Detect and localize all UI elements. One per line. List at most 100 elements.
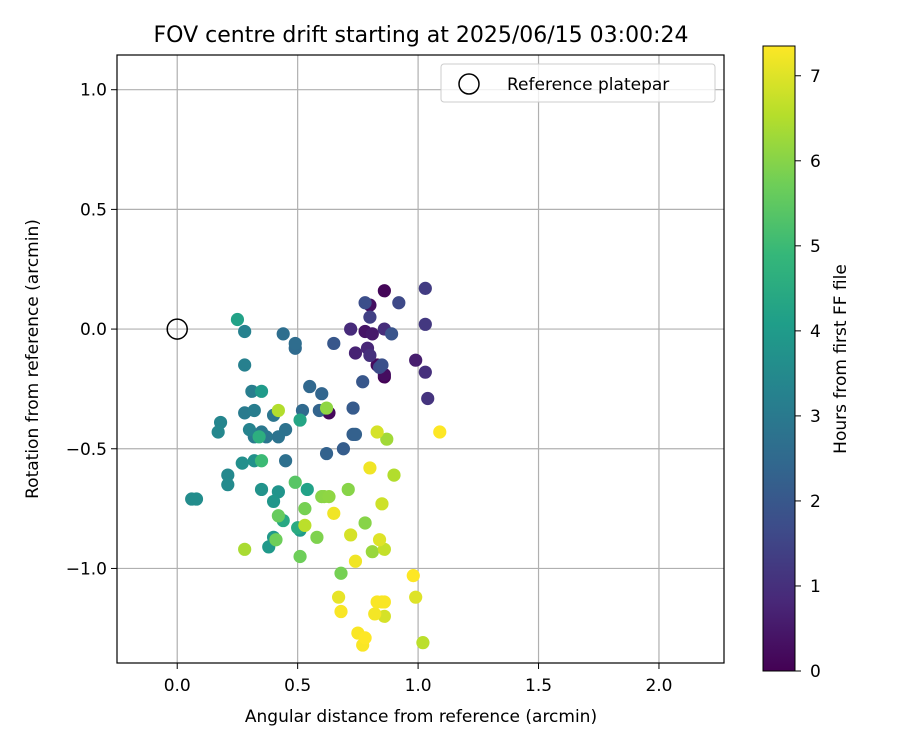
legend-entry-reference-platepar: Reference platepar [507, 75, 669, 95]
data-point [254, 454, 269, 468]
data-point [372, 533, 387, 547]
data-points [185, 281, 447, 652]
x-tick-label: 0.5 [284, 676, 311, 696]
data-point [377, 595, 391, 609]
data-point [406, 569, 420, 583]
data-point [322, 490, 336, 504]
colorbar: 0 1 2 3 4 5 6 7 Hours from first FF file [762, 45, 851, 682]
data-point [211, 425, 225, 439]
data-point [269, 533, 283, 547]
data-point [375, 358, 389, 372]
data-point [356, 375, 370, 389]
data-point [254, 482, 269, 497]
colorbar-tick-label: 4 [810, 322, 821, 342]
data-point [271, 403, 285, 418]
colorbar-label: Hours from first FF file [831, 264, 851, 454]
x-tick-label: 2.0 [645, 676, 672, 696]
data-point [365, 545, 379, 559]
data-point [358, 296, 372, 310]
data-point [245, 384, 259, 398]
data-point [418, 281, 432, 295]
data-point [315, 387, 329, 401]
data-point [358, 631, 372, 645]
data-point [375, 497, 389, 511]
data-point [298, 518, 312, 532]
data-point [365, 327, 379, 341]
data-point [387, 468, 401, 482]
data-point [252, 430, 266, 444]
data-point [279, 454, 293, 468]
data-point [303, 379, 317, 394]
x-tick-label: 1.5 [525, 676, 552, 696]
colorbar-tick-label: 7 [810, 67, 821, 87]
data-point [276, 327, 290, 341]
data-point [254, 384, 269, 398]
data-point [271, 430, 285, 444]
data-point [189, 492, 204, 506]
data-point [221, 468, 235, 482]
data-point [363, 461, 377, 475]
reference-platepar-marker [166, 318, 188, 340]
data-point [358, 516, 372, 530]
y-axis-ticks: −1.0 −0.5 0.0 0.5 1.0 [66, 81, 117, 579]
y-tick-label: 0.0 [80, 320, 107, 340]
data-point [344, 528, 358, 542]
x-axis-label: Angular distance from reference (arcmin) [245, 707, 597, 727]
colorbar-tick-label: 3 [810, 407, 821, 427]
x-tick-label: 1.0 [405, 676, 432, 696]
data-point [327, 506, 341, 520]
data-point [247, 403, 261, 418]
data-point [344, 322, 358, 336]
data-point [433, 425, 447, 439]
data-point [334, 566, 348, 580]
data-point [310, 530, 324, 544]
y-tick-label: 1.0 [80, 81, 107, 101]
data-point [242, 423, 257, 437]
data-point [319, 401, 334, 415]
x-axis-ticks: 0.0 0.5 1.0 1.5 2.0 [164, 663, 672, 696]
legend-marker-icon [458, 73, 480, 95]
data-point [418, 317, 432, 331]
colorbar-tick-label: 6 [810, 152, 821, 172]
data-point [271, 509, 285, 523]
data-point [230, 312, 245, 327]
data-point [332, 590, 346, 604]
x-tick-label: 0.0 [164, 676, 191, 696]
data-point [341, 482, 355, 497]
y-tick-label: −0.5 [66, 440, 107, 460]
data-point [293, 549, 307, 564]
colorbar-gradient [762, 45, 796, 672]
data-point [288, 475, 302, 489]
data-point [293, 413, 307, 427]
data-point [421, 391, 435, 406]
data-point [409, 353, 423, 367]
data-point [336, 442, 351, 456]
data-point [334, 604, 348, 619]
data-point [370, 425, 384, 439]
colorbar-tick-label: 2 [810, 492, 821, 512]
data-point [348, 427, 363, 442]
data-point [377, 284, 391, 298]
data-point [416, 636, 430, 650]
data-point [221, 478, 235, 492]
data-point [266, 494, 281, 509]
data-point [319, 446, 334, 461]
data-point [363, 310, 377, 324]
colorbar-tick-label: 5 [810, 237, 821, 257]
data-point [392, 296, 406, 310]
plot-frame [116, 54, 725, 664]
data-point [298, 502, 312, 516]
data-point [300, 482, 314, 497]
y-tick-label: 0.5 [80, 200, 107, 220]
data-point [384, 327, 399, 341]
data-point [418, 365, 432, 379]
colorbar-tick-label: 1 [810, 577, 821, 597]
chart-title: FOV centre drift starting at 2025/06/15 … [154, 23, 689, 48]
data-point [235, 456, 249, 470]
y-tick-label: −1.0 [66, 559, 107, 579]
colorbar-ticks: 0 1 2 3 4 5 6 7 [795, 67, 821, 682]
data-point [368, 607, 382, 621]
legend-box [440, 63, 716, 103]
data-point [409, 590, 423, 604]
